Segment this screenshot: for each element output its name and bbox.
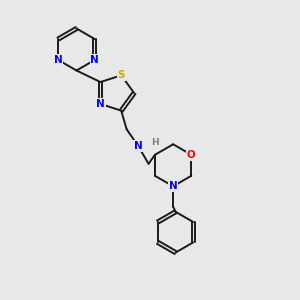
Text: N: N xyxy=(90,55,99,65)
Text: N: N xyxy=(54,55,63,65)
Text: N: N xyxy=(134,141,142,151)
Text: O: O xyxy=(187,150,196,160)
Text: S: S xyxy=(118,70,125,80)
Text: N: N xyxy=(169,181,178,191)
Text: N: N xyxy=(96,99,105,109)
Text: H: H xyxy=(151,138,158,147)
